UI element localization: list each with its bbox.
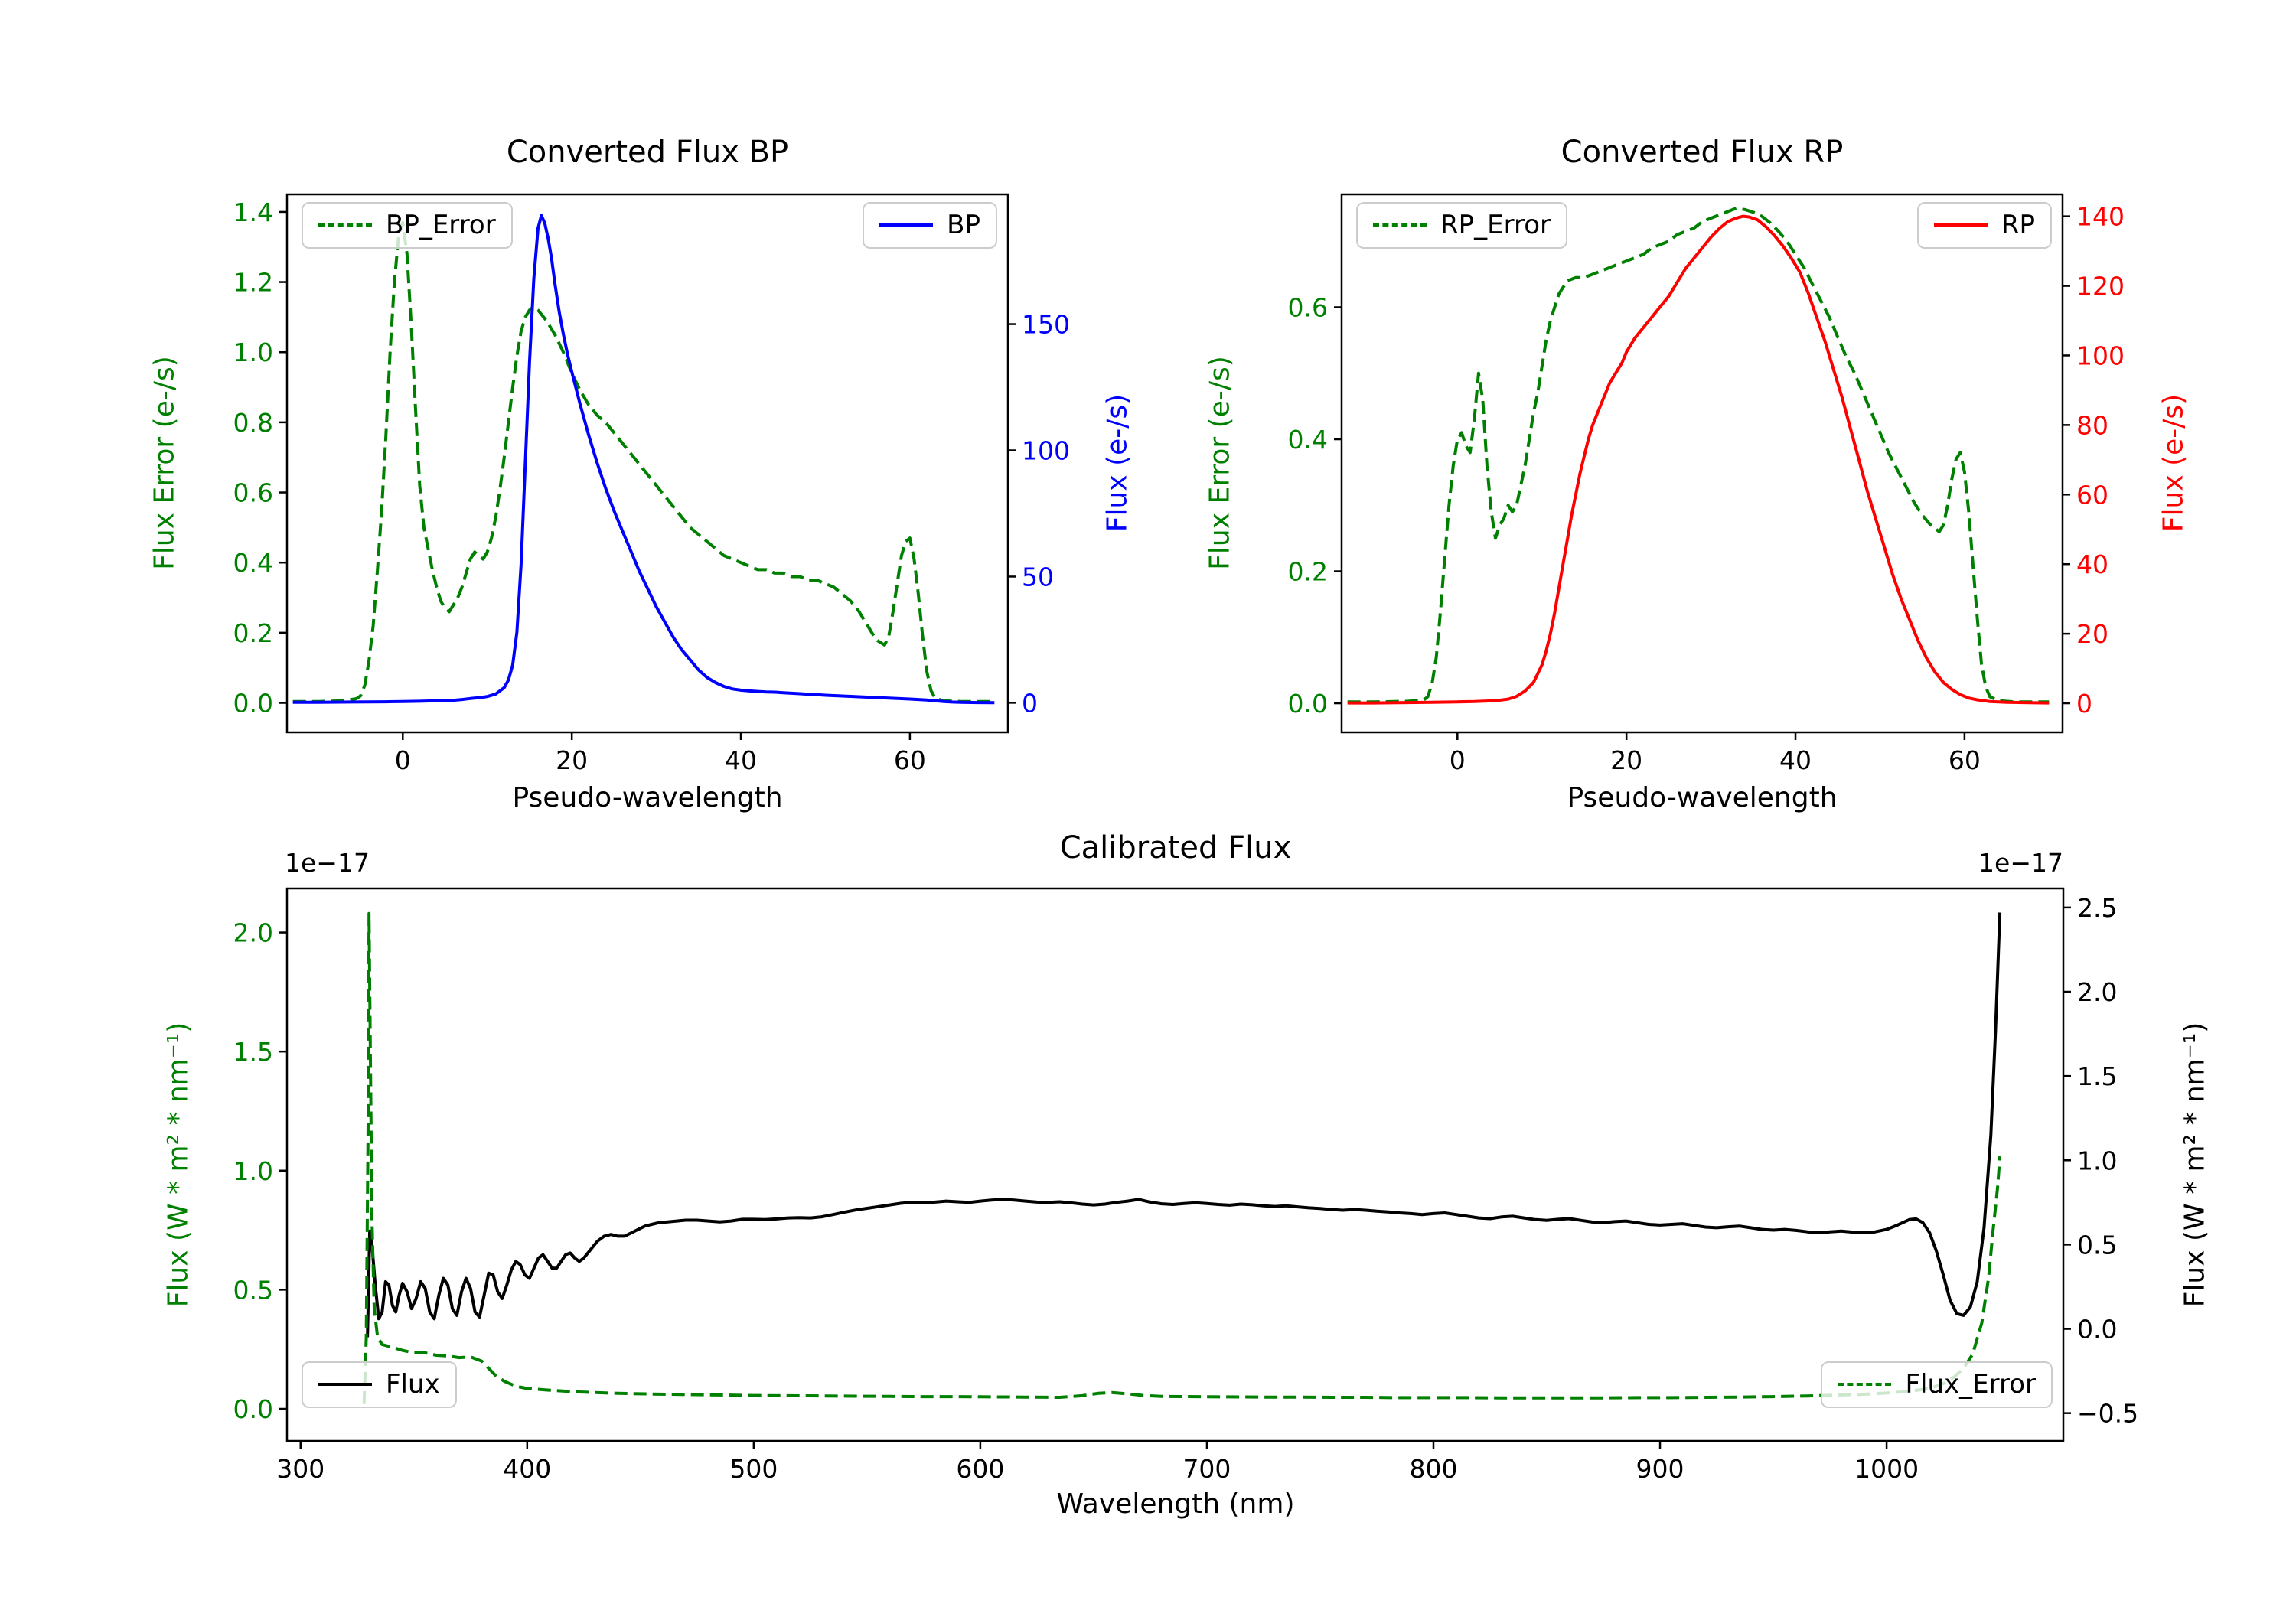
x-tick-label: 0 (395, 745, 411, 775)
axes-frame-cal (285, 887, 2065, 1442)
axes-frame-rp (1340, 193, 2064, 734)
x-tick-label: 900 (1636, 1454, 1684, 1484)
legend-label: BP_Error (386, 210, 496, 240)
y-left-tick-label: 2.0 (233, 918, 273, 948)
legend-dashed-line-icon (318, 223, 372, 227)
offset-text-right: 1e−17 (1978, 848, 2063, 878)
legend-solid-line-icon (1933, 223, 1988, 227)
y-left-tick-label: 1.4 (233, 197, 273, 227)
y-right-tick-label: 50 (1022, 562, 1054, 592)
y-right-tick-label: 80 (2076, 410, 2108, 440)
y-right-tick-label: 20 (2076, 619, 2108, 649)
series-RP (1347, 214, 2050, 705)
legend-label: BP (947, 210, 980, 240)
y-right-tick-label: 60 (2076, 480, 2108, 510)
x-tick-label: 60 (1949, 745, 1981, 775)
y-right-tick-label: 1.0 (2077, 1146, 2117, 1175)
x-tick-label: 0 (1450, 745, 1466, 775)
y-right-tick-label: 100 (1022, 436, 1070, 466)
legend-label: Flux (386, 1369, 440, 1400)
x-tick-label: 300 (276, 1454, 325, 1484)
axes-frame-bp (285, 193, 1009, 734)
y-left-tick-label: 0.2 (1288, 557, 1328, 587)
legend-label: RP (2001, 210, 2035, 240)
x-tick-label: 60 (894, 745, 926, 775)
y-right-tick-label: −0.5 (2077, 1399, 2138, 1429)
series-BP_Error (292, 220, 995, 703)
x-tick-label: 500 (729, 1454, 778, 1484)
y-axis-label-rp-left: Flux Error (e-/s) (1204, 356, 1236, 570)
x-tick-label: 20 (556, 745, 588, 775)
y-left-tick-label: 1.2 (233, 268, 273, 298)
x-tick-label: 700 (1182, 1454, 1231, 1484)
y-axis-label-rp-right: Flux (e-/s) (2157, 393, 2190, 533)
y-right-tick-label: 150 (1022, 310, 1070, 340)
series-BP (292, 214, 995, 705)
chart-title-bp: Converted Flux BP (506, 135, 789, 170)
legend-flux: Flux (302, 1361, 457, 1408)
legend-label: Flux_Error (1905, 1369, 2036, 1400)
y-right-tick-label: 2.0 (2077, 977, 2117, 1007)
y-right-tick-label: 1.5 (2077, 1061, 2117, 1091)
legend-flux-error: Flux_Error (1821, 1361, 2053, 1408)
x-tick-label: 40 (725, 745, 757, 775)
y-left-tick-label: 0.0 (1288, 689, 1328, 719)
y-right-tick-label: 0 (1022, 688, 1038, 718)
x-tick-label: 800 (1409, 1454, 1457, 1484)
y-left-tick-label: 0.4 (1288, 425, 1328, 455)
chart-bp: 0 20 40 60 0.0 0.2 0.4 0.6 0.8 1.0 1.2 1.4 0 50 100 150 (233, 193, 1070, 775)
series-Flux_Error (362, 911, 2002, 1404)
y-left-tick-label: 0.4 (233, 548, 273, 578)
y-right-tick-label: 0 (2076, 689, 2092, 719)
offset-text-left: 1e−17 (285, 848, 370, 878)
legend-bp: BP (863, 202, 997, 249)
y-left-tick-label: 0.6 (1288, 293, 1328, 323)
y-axis-label-cal-left: Flux (W * m² * nm⁻¹) (162, 1022, 194, 1308)
x-tick-label: 20 (1610, 745, 1642, 775)
x-tick-label: 1000 (1854, 1454, 1919, 1484)
y-axis-label-cal-right: Flux (W * m² * nm⁻¹) (2179, 1022, 2211, 1308)
y-left-tick-label: 0.2 (233, 618, 273, 648)
x-tick-label: 400 (503, 1454, 551, 1484)
y-left-tick-label: 0.5 (233, 1275, 273, 1305)
legend-label: RP_Error (1440, 210, 1551, 240)
y-right-tick-label: 120 (2076, 272, 2125, 302)
legend-solid-line-icon (318, 1383, 372, 1387)
y-left-tick-label: 1.0 (233, 337, 273, 367)
y-left-tick-label: 0.0 (233, 1394, 273, 1424)
y-left-tick-label: 1.5 (233, 1037, 273, 1067)
y-axis-label-bp-left: Flux Error (e-/s) (148, 356, 181, 570)
legend-bp-error: BP_Error (302, 202, 513, 249)
chart-cal: 300 400 500 600 700 800 900 1000 0.0 0.5 1.0 1.5 2.0… (233, 887, 2138, 1484)
x-axis-label-bp: Pseudo-wavelength (512, 782, 783, 813)
legend-dashed-line-icon (1838, 1383, 1892, 1387)
y-axis-label-bp-right: Flux (e-/s) (1101, 393, 1133, 533)
series-RP_Error (1347, 207, 2050, 704)
legend-rp-error: RP_Error (1356, 202, 1568, 249)
y-right-tick-label: 100 (2076, 341, 2125, 370)
x-tick-label: 600 (956, 1454, 1004, 1484)
legend-rp: RP (1916, 202, 2052, 249)
legend-solid-line-icon (879, 223, 934, 227)
y-right-tick-label: 40 (2076, 549, 2108, 579)
chart-title-rp: Converted Flux RP (1561, 135, 1844, 170)
y-right-tick-label: 0.0 (2077, 1315, 2117, 1345)
chart-title-calibrated: Calibrated Flux (1059, 830, 1292, 865)
y-left-tick-label: 0.6 (233, 478, 273, 508)
y-left-tick-label: 0.0 (233, 689, 273, 719)
y-right-tick-label: 0.5 (2077, 1230, 2117, 1260)
x-axis-label-rp: Pseudo-wavelength (1567, 782, 1838, 813)
x-tick-label: 40 (1779, 745, 1812, 775)
y-left-tick-label: 0.8 (233, 408, 273, 438)
x-axis-label-calibrated: Wavelength (nm) (1056, 1488, 1295, 1520)
y-left-tick-label: 1.0 (233, 1156, 273, 1186)
legend-dashed-line-icon (1373, 223, 1427, 227)
chart-rp: 0 20 40 60 0.0 0.2 0.4 0.6 0 20 40 60 80 100 120 140 (1288, 193, 2125, 775)
series-Flux (366, 912, 2002, 1338)
y-right-tick-label: 2.5 (2077, 893, 2117, 923)
y-right-tick-label: 140 (2076, 202, 2125, 232)
